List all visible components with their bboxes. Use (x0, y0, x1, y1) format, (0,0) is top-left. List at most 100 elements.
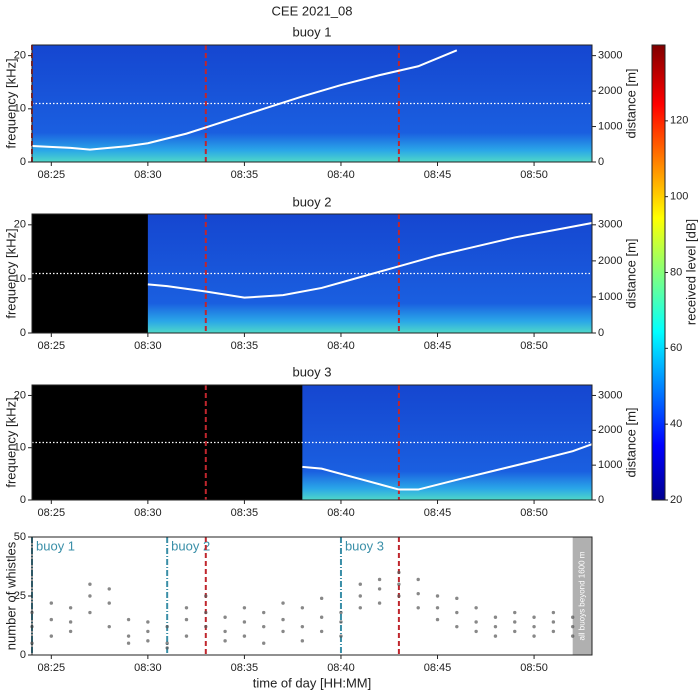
point (107, 601, 111, 605)
point (435, 606, 440, 610)
y-tick-label: 10 (14, 103, 26, 115)
point (532, 615, 536, 619)
shaded-region (572, 537, 592, 655)
distance-line (31, 49, 458, 151)
point (513, 620, 517, 624)
colorbar-tick-label: 80 (670, 266, 682, 278)
point (513, 610, 517, 615)
x-tick-label: 08:25 (38, 169, 66, 181)
figure-title: CEE 2021_08 (272, 3, 353, 18)
axes-frame (31, 384, 593, 501)
point (358, 582, 362, 586)
point (126, 617, 131, 622)
point (435, 594, 440, 598)
y-tick-label: 0 (20, 156, 26, 168)
point (493, 634, 498, 638)
point (68, 629, 73, 634)
point (339, 620, 343, 624)
point (474, 629, 478, 634)
x-tick-label: 08:25 (38, 507, 66, 519)
y2-tick-label: 1000 (598, 459, 622, 471)
x-tick-label: 08:25 (38, 662, 66, 674)
point (184, 617, 189, 622)
point (281, 617, 285, 622)
x-tick-label: 08:50 (520, 507, 548, 519)
y2-tick-label: 3000 (598, 389, 622, 401)
point (204, 594, 208, 598)
point (319, 615, 324, 619)
colorbar-tick-label: 120 (670, 115, 688, 127)
point (68, 620, 73, 624)
y-tick-label: 10 (14, 273, 26, 285)
y-tick-label: 0 (20, 494, 26, 506)
axes-frame (31, 213, 593, 334)
point (319, 629, 324, 634)
y-tick-label: 20 (14, 389, 26, 401)
y-tick-label: 25 (14, 590, 26, 602)
point (513, 629, 517, 634)
point (532, 634, 536, 638)
distance-line (147, 222, 593, 299)
y2-tick-label: 3000 (598, 50, 622, 62)
x-tick-label: 08:40 (327, 507, 355, 519)
point (184, 606, 189, 610)
x-tick-label: 08:35 (231, 169, 259, 181)
point (107, 624, 111, 629)
point (397, 594, 401, 598)
point (300, 639, 305, 643)
point (165, 641, 169, 645)
y-axis-label: frequency [kHz] (3, 58, 18, 148)
point (377, 587, 382, 591)
point (49, 601, 54, 605)
colorbar-tick-label: 20 (670, 494, 682, 506)
point (570, 634, 575, 638)
buoy-label: buoy 2 (171, 538, 210, 553)
point (339, 610, 343, 615)
x-tick-label: 08:50 (520, 169, 548, 181)
x-tick-label: 08:40 (327, 169, 355, 181)
x-tick-label: 08:30 (134, 169, 162, 181)
no-data (32, 385, 303, 500)
x-tick-label: 08:40 (327, 662, 355, 674)
y-tick-label: 0 (20, 649, 26, 661)
point (300, 624, 305, 629)
point (146, 629, 150, 634)
y2-axis-label: distance [m] (623, 68, 638, 138)
panel-title: buoy 3 (292, 364, 331, 379)
point (474, 606, 478, 610)
point (184, 634, 189, 638)
point (223, 615, 227, 619)
x-axis-label: time of day [HH:MM] (253, 675, 371, 690)
y2-tick-label: 2000 (598, 424, 622, 436)
x-tick-label: 08:30 (134, 662, 162, 674)
y2-tick-label: 0 (598, 494, 604, 506)
point (493, 624, 498, 629)
point (49, 617, 54, 622)
point (204, 624, 208, 629)
point (242, 620, 247, 624)
point (377, 601, 382, 605)
point (300, 606, 305, 610)
x-tick-label: 08:35 (231, 507, 259, 519)
point (377, 577, 382, 582)
y2-tick-label: 3000 (598, 219, 622, 231)
x-tick-label: 08:30 (134, 507, 162, 519)
point (281, 601, 285, 605)
point (204, 610, 208, 615)
point (435, 617, 440, 622)
colorbar-tick-label: 40 (670, 418, 682, 430)
point (358, 594, 362, 598)
point (570, 615, 575, 619)
y-tick-label: 50 (14, 531, 26, 543)
x-tick-label: 08:35 (231, 340, 259, 352)
point (165, 646, 169, 650)
y-tick-label: 20 (14, 219, 26, 231)
y-axis-label: frequency [kHz] (3, 228, 18, 318)
point (532, 624, 536, 629)
x-tick-label: 08:45 (424, 340, 452, 352)
distance-line (302, 443, 593, 491)
point (242, 634, 247, 638)
point (88, 594, 92, 598)
y2-axis-label: distance [m] (623, 238, 638, 308)
